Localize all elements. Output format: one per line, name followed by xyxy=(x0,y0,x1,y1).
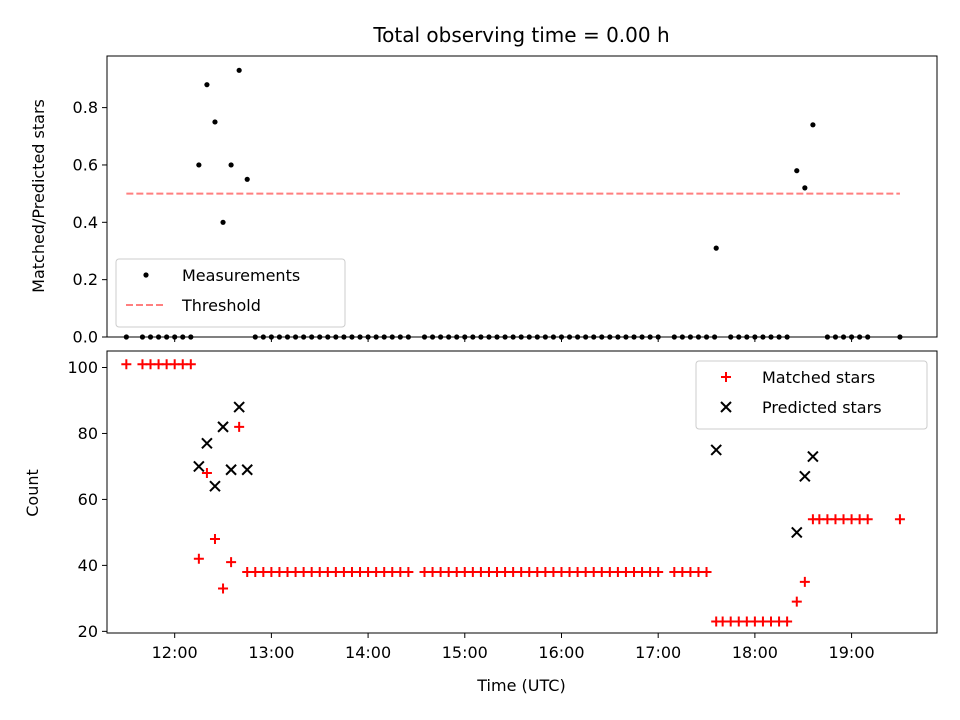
x-tick-label: 17:00 xyxy=(635,643,681,662)
bottom-series-predicted-stars xyxy=(193,401,819,539)
data-point xyxy=(218,583,229,594)
top-y-axis-label: Matched/Predicted stars xyxy=(29,99,48,293)
data-point xyxy=(209,534,220,544)
top-legend: Measurements Threshold xyxy=(115,258,346,328)
legend-label: Measurements xyxy=(182,266,300,285)
bottom-y-axis-label: Count xyxy=(23,469,42,517)
data-point xyxy=(196,162,202,168)
top-y-tick-label: 0.8 xyxy=(73,98,98,117)
legend-box xyxy=(695,360,928,430)
data-point xyxy=(403,566,414,577)
data-point xyxy=(193,460,205,473)
bottom-plot-frame xyxy=(106,350,938,634)
data-point xyxy=(799,470,811,483)
data-point xyxy=(794,168,800,174)
data-point xyxy=(228,162,234,168)
bottom-y-tick-label: 80 xyxy=(78,424,98,443)
bottom-panel: Count Time (UTC) 20 40 60 80 100 12:00 13:00 14… xyxy=(23,350,938,695)
legend-label: Predicted stars xyxy=(762,398,882,417)
data-point xyxy=(201,468,212,479)
bottom-legend: Matched stars Predicted stars xyxy=(695,360,928,430)
data-point xyxy=(225,464,237,476)
data-point xyxy=(810,122,816,128)
data-point xyxy=(653,566,664,577)
top-plot-frame xyxy=(106,55,938,338)
legend-label: Matched stars xyxy=(762,368,875,387)
data-point xyxy=(234,421,245,432)
data-point xyxy=(201,437,213,450)
top-y-tick-label: 0.6 xyxy=(73,155,98,174)
data-point xyxy=(799,576,810,587)
x-axis-label: Time (UTC) xyxy=(476,676,565,695)
x-tick-label: 15:00 xyxy=(442,643,488,662)
data-point xyxy=(121,359,132,370)
bottom-series-matched-stars xyxy=(121,359,905,627)
bottom-y-tick-label: 100 xyxy=(67,358,98,377)
bottom-y-tick-label: 40 xyxy=(78,556,98,575)
data-point xyxy=(209,480,221,492)
data-point xyxy=(236,67,242,73)
top-y-tick-label: 0.2 xyxy=(73,270,98,289)
data-point xyxy=(710,444,722,456)
legend-predicted-swatch xyxy=(720,401,732,413)
top-y-tick-label: 0.0 xyxy=(73,328,98,347)
data-point xyxy=(807,450,819,463)
data-point xyxy=(782,616,793,627)
data-point xyxy=(713,245,719,251)
data-point xyxy=(894,514,905,525)
data-point xyxy=(241,464,253,476)
data-point xyxy=(802,185,808,191)
data-point xyxy=(204,82,210,88)
top-panel: Matched/Predicted stars 0.0 0.2 0.4 0.6 0.8 M… xyxy=(29,55,938,347)
x-tick-label: 12:00 xyxy=(152,643,198,662)
data-point xyxy=(217,421,229,433)
data-point xyxy=(220,219,226,225)
data-point xyxy=(185,359,196,370)
data-point xyxy=(791,596,802,607)
legend-box xyxy=(115,258,346,328)
legend-measurements-swatch xyxy=(143,272,149,278)
data-point xyxy=(212,119,218,125)
data-point xyxy=(233,401,245,413)
x-tick-label: 13:00 xyxy=(248,643,294,662)
legend-matched-swatch xyxy=(721,372,731,382)
x-tick-label: 19:00 xyxy=(829,643,875,662)
legend-label: Threshold xyxy=(181,296,261,315)
x-tick-label: 14:00 xyxy=(345,643,391,662)
data-point xyxy=(862,514,873,525)
x-tick-label: 18:00 xyxy=(732,643,778,662)
data-point xyxy=(791,526,803,539)
chart-title: Total observing time = 0.00 h xyxy=(372,23,669,47)
x-tick-label: 16:00 xyxy=(538,643,584,662)
data-point xyxy=(701,566,712,577)
data-point xyxy=(193,553,204,564)
bottom-y-tick-label: 20 xyxy=(78,622,98,641)
top-y-tick-label: 0.4 xyxy=(73,213,98,232)
data-point xyxy=(244,176,250,182)
bottom-y-tick-label: 60 xyxy=(78,490,98,509)
data-point xyxy=(226,557,237,568)
